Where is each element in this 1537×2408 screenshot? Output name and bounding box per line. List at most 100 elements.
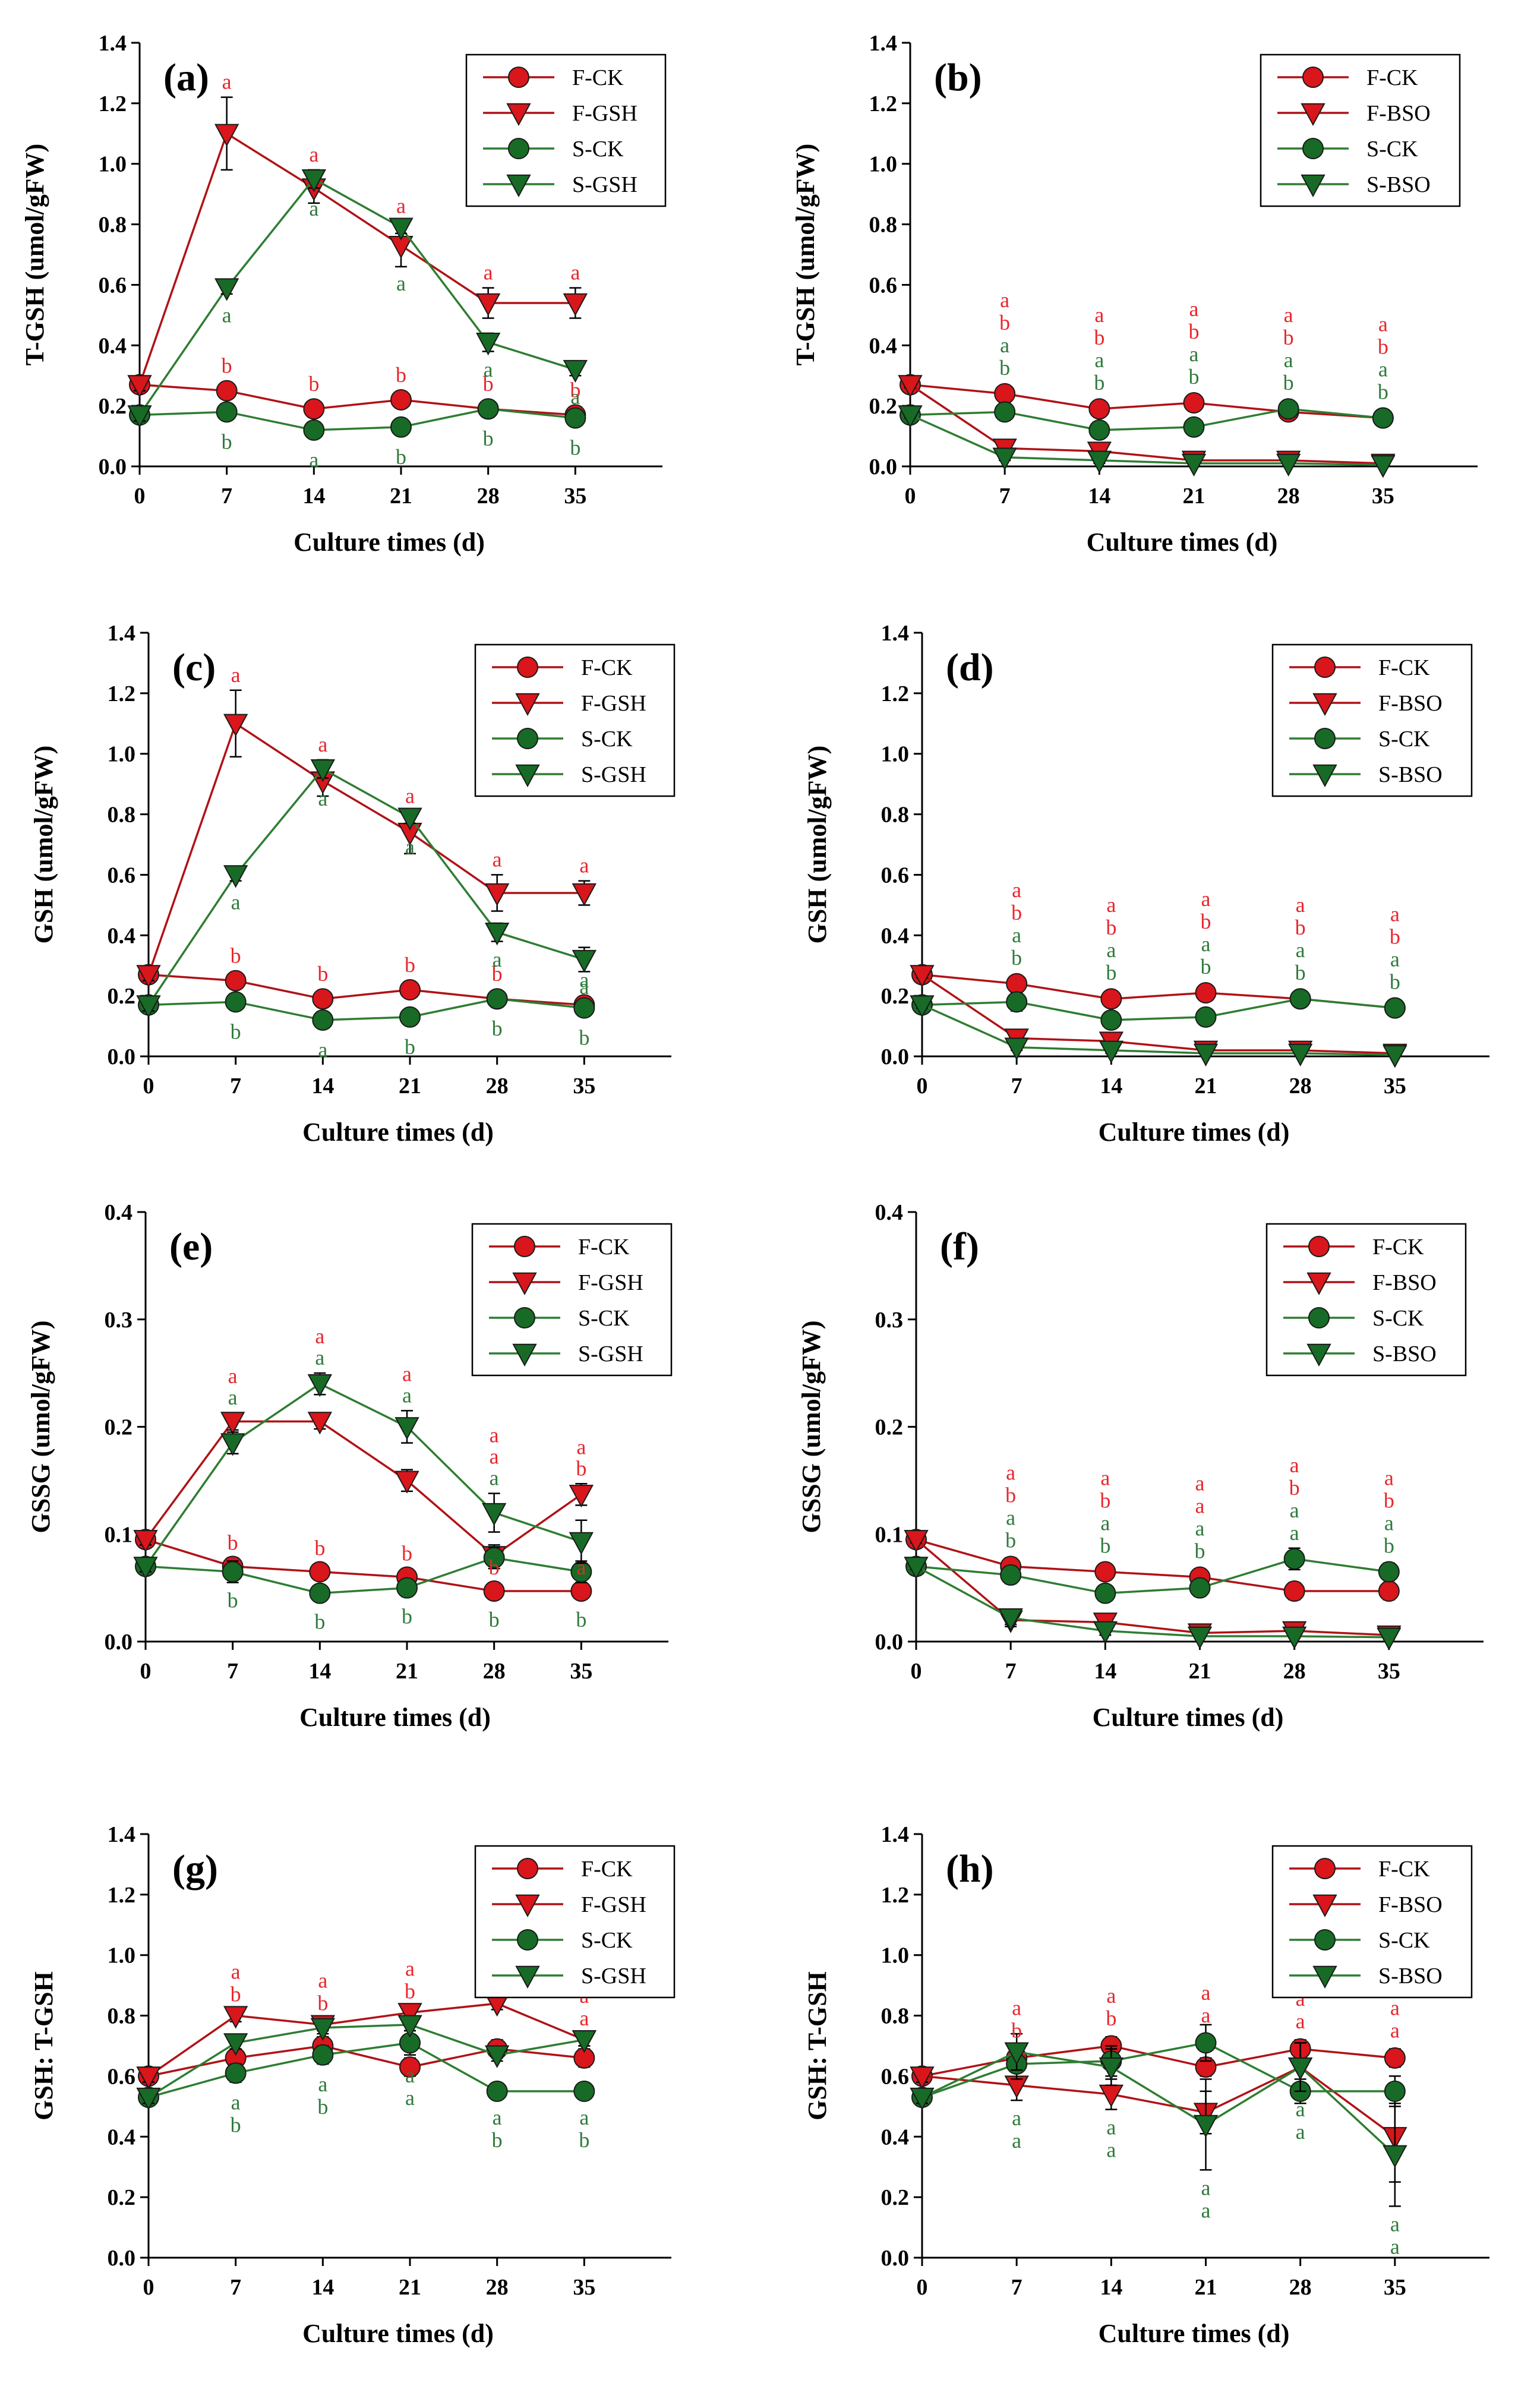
significance-letter: b (570, 436, 580, 460)
y-tick-label: 0.2 (881, 2185, 910, 2210)
legend-label-s-bso: S-BSO (1378, 762, 1443, 787)
legend-marker (508, 67, 529, 88)
significance-letter: b (1295, 961, 1306, 984)
data-point-s-ck (486, 2080, 508, 2102)
significance-letter: a (396, 194, 406, 217)
legend-label-s-ck: S-CK (1372, 1306, 1424, 1331)
legend-label-s-ck: S-CK (1366, 137, 1418, 162)
panel-f: 0.0 0.1 0.2 0.3 0.4 0 7 14 21 28 35 Culture times (… (797, 1200, 1484, 1732)
significance-letter: b (1189, 365, 1200, 389)
significance-letter: a (490, 1424, 499, 1447)
legend-box (474, 643, 676, 797)
significance-letter: a (493, 948, 502, 971)
y-tick-label: 1.2 (108, 681, 136, 706)
significance-letter: b (1201, 910, 1211, 933)
significance-letter: a (570, 385, 580, 409)
significance-letter: b (1189, 320, 1200, 343)
legend-marker (1301, 103, 1325, 127)
data-point-s-gsh (310, 2018, 336, 2041)
legend-marker (1306, 1272, 1331, 1296)
data-point-s-gsh (127, 405, 152, 428)
data-point-f-ck (216, 380, 238, 402)
significance-letter: a (1100, 1511, 1110, 1535)
data-point-s-gsh (133, 1557, 158, 1580)
x-tick-label: 7 (1005, 1659, 1017, 1684)
significance-letter: b (1094, 371, 1104, 395)
data-point-f-bso (904, 1530, 929, 1553)
significance-letter: b (1283, 326, 1294, 349)
significance-letter: b (1005, 1483, 1016, 1507)
x-tick-label: 21 (1195, 1074, 1217, 1099)
significance-letter: a (1390, 902, 1400, 926)
data-point-s-ck (390, 416, 412, 438)
legend-marker (515, 693, 540, 717)
series-line-f-gsh (138, 132, 576, 386)
significance-letter: b (1106, 961, 1116, 984)
x-tick-label: 0 (140, 1659, 152, 1684)
x-tick-label: 7 (230, 1074, 241, 1099)
data-point-s-bso (898, 405, 923, 428)
y-tick-label: 0.4 (881, 923, 910, 948)
significance-letter: a (484, 261, 493, 285)
significance-letter: a (579, 2106, 589, 2129)
data-point-f-ck (399, 979, 421, 1001)
y-tick-label: 0.2 (108, 2185, 136, 2210)
series-line-f-ck (148, 2044, 585, 2078)
legend-box (1260, 53, 1461, 207)
y-tick-label: 0.6 (108, 863, 136, 888)
significance-letter: a (1106, 1984, 1116, 2008)
significance-letter: a (1378, 358, 1388, 381)
series-line-f-bso (910, 384, 1383, 465)
x-tick-label: 0 (917, 2275, 928, 2300)
data-point-s-bso (1383, 1045, 1407, 1068)
legend: F-CK F-BSO S-CK S-BSO (1260, 53, 1461, 207)
series-line-s-gsh (138, 177, 576, 416)
significance-letter: a (1006, 1506, 1015, 1529)
x-tick-label: 35 (570, 1659, 592, 1684)
significance-letter: b (1295, 916, 1306, 939)
x-tick-label: 7 (999, 484, 1011, 509)
significance-letter: a (1384, 1466, 1394, 1490)
x-tick-label: 14 (1088, 484, 1110, 509)
significance-letter: a (309, 143, 318, 166)
y-tick-label: 0.0 (108, 1044, 136, 1069)
significance-letter: a (1290, 1453, 1299, 1477)
x-tick-label: 7 (1011, 2275, 1022, 2300)
data-point-f-gsh (214, 124, 239, 147)
panel-c: 0.0 0.2 0.4 0.6 0.8 1.0 1.2 1.4 0 7 14 21 28 35 Cultur… (29, 621, 676, 1147)
data-point-s-bso (910, 2087, 935, 2111)
data-point-s-bso (910, 995, 935, 1018)
y-tick-label: 0.2 (108, 984, 136, 1009)
data-point-s-bso (1371, 455, 1396, 478)
significance-letter: b (402, 1605, 412, 1629)
legend-marker (514, 1236, 535, 1257)
x-tick-label: 28 (483, 1659, 506, 1684)
significance-letter: b (402, 1542, 412, 1566)
significance-letter: a (231, 663, 241, 687)
data-point-s-gsh (310, 759, 336, 782)
legend-marker (1312, 1894, 1337, 1918)
significance-letter: a (1012, 2129, 1021, 2153)
significance-letter: a (402, 1362, 412, 1386)
series-line-f-ck (921, 2044, 1396, 2078)
significance-letter: a (1106, 938, 1116, 962)
significance-letter: a (579, 968, 589, 992)
significance-letter: b (1201, 955, 1211, 979)
x-tick-label: 35 (1372, 484, 1394, 509)
legend: F-CK F-GSH S-CK S-GSH (471, 1223, 673, 1377)
legend-label-f-ck: F-CK (1366, 65, 1418, 90)
x-tick-label: 14 (1100, 2275, 1122, 2300)
legend-label-s-ck: S-CK (581, 1928, 633, 1953)
legend-label-s-ck: S-CK (578, 1306, 630, 1331)
x-tick-label: 7 (1011, 1074, 1022, 1099)
significance-letter: a (484, 358, 493, 381)
legend-marker (1308, 1307, 1330, 1328)
significance-letter: b (1289, 1476, 1300, 1500)
significance-letter: a (1290, 1521, 1299, 1545)
significance-letter: b (308, 372, 319, 396)
significance-letter: a (222, 304, 232, 327)
significance-letter: b (483, 372, 494, 396)
legend-box (471, 1223, 673, 1377)
y-tick-label: 0.8 (881, 803, 910, 828)
y-tick-label: 0.8 (99, 213, 127, 238)
